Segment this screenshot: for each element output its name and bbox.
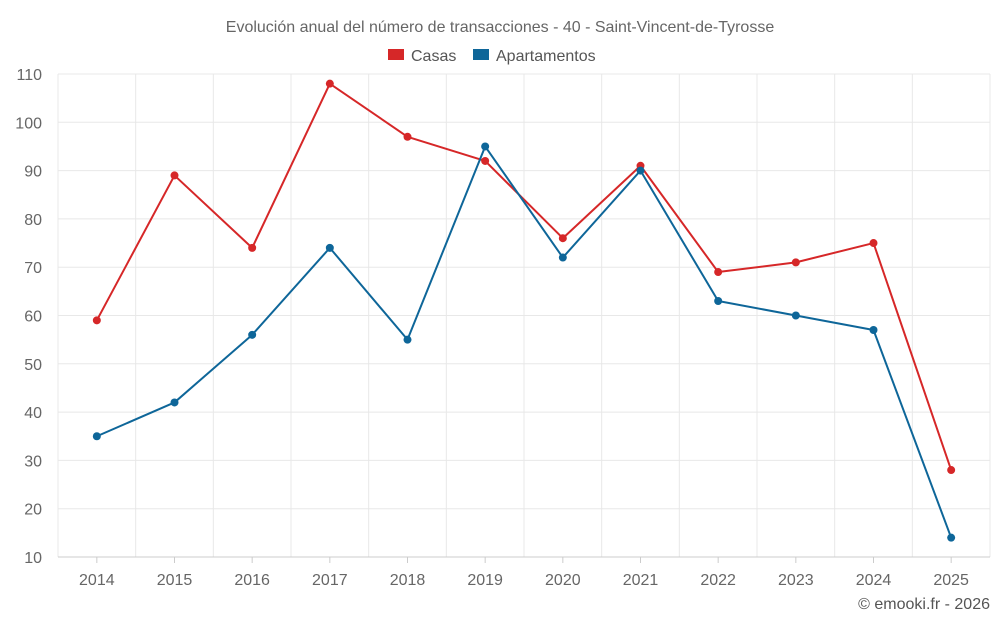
- x-tick-label: 2021: [623, 572, 659, 589]
- data-point-apartamentos[interactable]: [481, 142, 490, 151]
- y-tick-label: 10: [24, 550, 42, 567]
- legend-label-casas: Casas: [411, 48, 456, 65]
- data-point-apartamentos[interactable]: [248, 330, 257, 339]
- y-tick-label: 40: [24, 405, 42, 422]
- series-line-casas: [95, 82, 953, 471]
- legend: Casas Apartamentos: [388, 48, 596, 65]
- data-point-casas[interactable]: [325, 79, 334, 88]
- series-apartamentos: [92, 142, 956, 542]
- data-point-apartamentos[interactable]: [947, 533, 956, 542]
- data-point-apartamentos[interactable]: [791, 311, 800, 320]
- legend-label-apartamentos: Apartamentos: [496, 48, 596, 65]
- data-point-apartamentos[interactable]: [325, 243, 334, 252]
- x-axis: 2014 2015 2016 2017 2018 2019 2020 2021 2022 2023…: [58, 556, 990, 589]
- x-tick-label: 2018: [390, 572, 426, 589]
- x-tick-label: 2019: [467, 572, 503, 589]
- credit-text: © emooki.fr - 2026: [858, 596, 990, 613]
- data-point-apartamentos[interactable]: [714, 297, 723, 306]
- data-point-casas[interactable]: [248, 243, 257, 252]
- x-tick-label: 2015: [157, 572, 193, 589]
- data-point-casas[interactable]: [92, 316, 101, 325]
- y-tick-label: 100: [15, 115, 42, 132]
- y-axis: 10 20 30 40 50 60 70 80 90 100 110: [15, 67, 42, 567]
- x-tick-label: 2014: [79, 572, 115, 589]
- data-point-apartamentos[interactable]: [92, 432, 101, 441]
- x-tick-label: 2017: [312, 572, 348, 589]
- data-point-apartamentos[interactable]: [869, 325, 878, 334]
- data-point-apartamentos[interactable]: [558, 253, 567, 262]
- y-tick-label: 70: [24, 260, 42, 277]
- y-tick-label: 60: [24, 309, 42, 326]
- data-point-casas[interactable]: [714, 268, 723, 277]
- x-tick-label: 2023: [778, 572, 814, 589]
- y-tick-label: 110: [16, 67, 42, 84]
- y-tick-label: 50: [24, 357, 42, 374]
- series-layer: [92, 79, 956, 542]
- chart-title: Evolución anual del número de transaccio…: [226, 19, 775, 36]
- x-tick-label: 2020: [545, 572, 581, 589]
- data-point-apartamentos[interactable]: [403, 335, 412, 344]
- x-tick-label: 2022: [700, 572, 736, 589]
- data-point-casas[interactable]: [947, 466, 956, 475]
- data-point-casas[interactable]: [170, 171, 179, 180]
- series-casas: [92, 79, 956, 475]
- x-tick-label: 2024: [856, 572, 892, 589]
- x-tick-label: 2016: [234, 572, 270, 589]
- data-point-casas[interactable]: [869, 239, 878, 248]
- y-tick-label: 80: [24, 212, 42, 229]
- y-tick-label: 30: [24, 453, 42, 470]
- x-tick-label: 2025: [933, 572, 969, 589]
- y-tick-label: 20: [24, 502, 42, 519]
- data-point-casas[interactable]: [791, 258, 800, 267]
- legend-swatch-apartamentos: [473, 49, 489, 60]
- series-line-apartamentos: [96, 145, 953, 539]
- y-tick-label: 90: [24, 164, 42, 181]
- legend-item-apartamentos[interactable]: Apartamentos: [473, 48, 596, 65]
- data-point-casas[interactable]: [481, 156, 490, 165]
- data-point-apartamentos[interactable]: [636, 166, 645, 175]
- legend-item-casas[interactable]: Casas: [388, 48, 456, 65]
- gridlines: [57, 73, 991, 558]
- data-point-casas[interactable]: [403, 132, 412, 141]
- data-point-apartamentos[interactable]: [170, 398, 179, 407]
- legend-swatch-casas: [388, 49, 404, 60]
- data-point-casas[interactable]: [558, 234, 567, 243]
